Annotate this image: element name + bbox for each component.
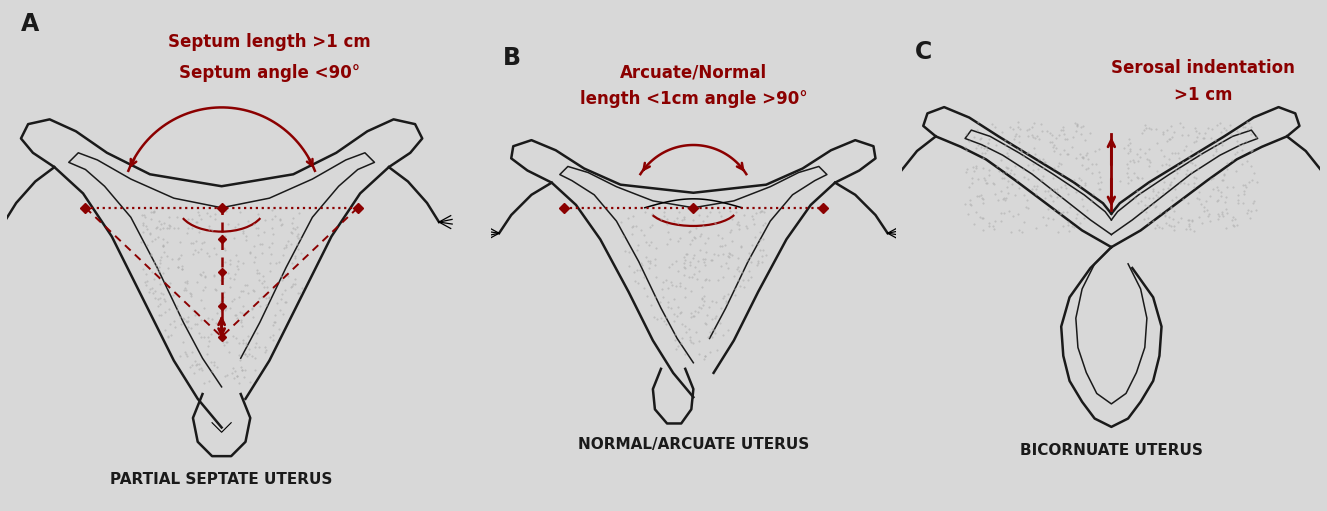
Text: NORMAL/ARCUATE UTERUS: NORMAL/ARCUATE UTERUS — [577, 437, 809, 452]
Text: Arcuate/Normal: Arcuate/Normal — [620, 63, 767, 81]
Text: Septum length >1 cm: Septum length >1 cm — [169, 33, 370, 52]
Text: PARTIAL SEPTATE UTERUS: PARTIAL SEPTATE UTERUS — [110, 472, 333, 487]
Text: A: A — [21, 12, 40, 36]
Text: B: B — [503, 47, 522, 71]
Text: length <1cm angle >90°: length <1cm angle >90° — [580, 89, 807, 107]
Text: Serosal indentation: Serosal indentation — [1112, 59, 1295, 77]
Text: BICORNUATE UTERUS: BICORNUATE UTERUS — [1020, 443, 1202, 458]
Text: >1 cm: >1 cm — [1174, 86, 1233, 104]
Text: Septum angle <90°: Septum angle <90° — [179, 64, 360, 82]
Text: C: C — [914, 40, 932, 64]
